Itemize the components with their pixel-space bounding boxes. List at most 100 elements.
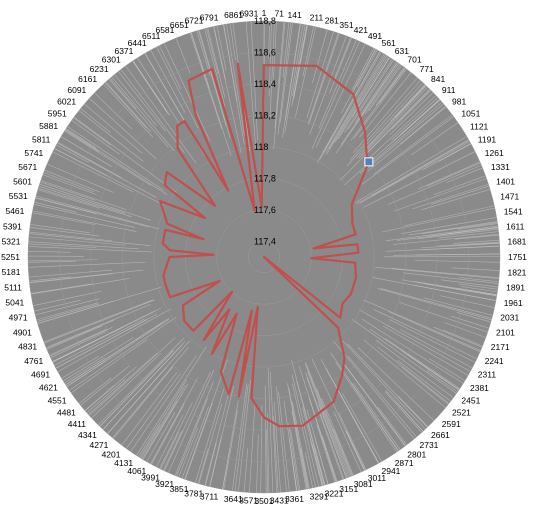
radial-tick-label: 117,6 [254,205,276,215]
category-tick-label: 3501 [254,496,273,506]
spoke-line [28,241,139,250]
category-tick-label: 701 [407,55,421,65]
category-tick-label: 2731 [420,440,439,450]
spoke-line [73,117,111,146]
spoke-line [385,390,424,432]
spoke-line [63,337,134,382]
spoke-line [46,319,115,349]
spoke-line [273,401,281,493]
spoke-line [64,129,99,152]
spoke-line [325,368,379,464]
spoke-line [164,371,211,472]
spoke-line [364,64,401,115]
category-tick-label: 6861 [224,10,243,20]
spoke-line [441,279,499,288]
spoke-line [174,381,214,476]
spoke-line [43,172,95,193]
spoke-line [160,431,180,470]
category-tick-label: 3291 [310,492,329,502]
category-tick-label: 4761 [24,356,43,366]
spoke-line [393,178,487,212]
spoke-line [333,411,362,473]
ring-line [248,241,280,273]
category-tick-label: 2941 [382,466,401,476]
spoke-line [205,442,217,486]
spoke-line [351,48,375,90]
spoke-line [290,429,301,491]
spoke-line [78,377,112,404]
spoke-line [163,430,183,471]
spoke-line [151,403,185,465]
category-tick-label: 281 [325,16,339,26]
spoke-line [216,25,227,71]
category-tick-label: 1051 [461,109,480,119]
spoke-line [269,371,278,493]
radial-tick-label: 117,8 [254,173,276,183]
category-tick-label: 1751 [508,252,527,262]
spoke-line [342,340,426,430]
spoke-line [125,65,197,164]
radial-gridlines [28,20,501,493]
spoke-line [159,402,193,469]
spoke-line [37,189,100,209]
spoke-line [287,383,308,490]
spoke-line [328,54,386,150]
category-tick-label: 4691 [31,369,50,379]
spoke-line [28,236,126,246]
spoke-line [319,404,347,479]
spoke-line [103,83,153,138]
spoke-line [52,326,124,363]
spoke-line [36,303,99,322]
spoke-line [363,103,444,173]
category-tick-label: 5601 [13,176,32,186]
category-tick-label: 4621 [39,383,58,393]
spoke-line [305,362,351,477]
spoke-line [423,297,493,316]
spoke-line [139,424,161,458]
spoke-line [403,205,495,227]
radial-tick-label: 117,4 [254,236,276,246]
category-tick-label: 5041 [5,298,24,308]
category-tick-label: 3361 [285,494,304,504]
spoke-line [312,444,324,486]
spoke-line [451,267,500,271]
spoke-line [461,286,498,293]
spoke-line [107,340,190,434]
spoke-line [368,65,402,112]
spoke-line [399,302,488,333]
category-tick-label: 6721 [185,16,204,26]
category-tick-label: 5391 [3,221,22,231]
spoke-line [446,167,483,183]
category-tick-label: 1261 [485,148,504,158]
spoke-line [38,187,132,217]
spoke-line [288,388,309,489]
spoke-line [209,436,222,487]
spoke-line [363,339,446,408]
spoke-line [339,89,431,181]
spoke-line [384,391,422,433]
category-tick-label: 771 [420,64,434,74]
ring-line [59,52,469,462]
spoke-line [29,276,71,282]
category-tick-label: 5251 [1,252,20,262]
spoke-line [29,233,151,246]
category-tick-label: 2241 [485,356,504,366]
spoke-line [333,428,353,476]
ring-line [27,20,501,494]
spoke-line [28,250,71,253]
spoke-line [333,340,415,440]
spoke-line [65,129,168,196]
spoke-line [282,22,290,78]
spoke-line [109,77,137,109]
category-tick-label: 561 [382,38,396,48]
spoke-line [102,344,183,430]
spoke-line [64,357,105,384]
spoke-line [245,21,257,150]
category-tick-label: 5181 [2,267,21,277]
spoke-line [450,315,490,329]
spoke-line [280,22,293,123]
category-tick-label: 3921 [155,479,174,489]
spoke-line [105,81,151,132]
spoke-line [390,84,426,122]
